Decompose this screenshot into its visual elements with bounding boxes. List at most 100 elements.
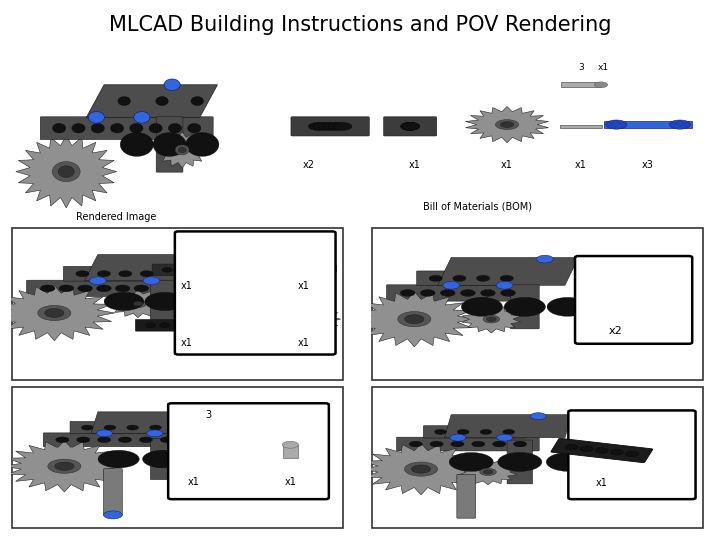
FancyBboxPatch shape	[510, 285, 539, 329]
FancyBboxPatch shape	[417, 271, 526, 286]
Polygon shape	[462, 305, 521, 333]
Circle shape	[150, 425, 161, 430]
Circle shape	[143, 450, 184, 468]
Circle shape	[450, 434, 466, 441]
Circle shape	[186, 292, 225, 310]
Circle shape	[97, 271, 110, 277]
Circle shape	[187, 450, 228, 468]
Circle shape	[48, 459, 81, 473]
FancyBboxPatch shape	[27, 280, 163, 296]
Circle shape	[481, 289, 495, 296]
Bar	[166, 447, 220, 449]
Circle shape	[477, 275, 490, 281]
Circle shape	[401, 123, 420, 130]
Circle shape	[319, 265, 334, 272]
Polygon shape	[4, 441, 125, 492]
Circle shape	[546, 453, 590, 471]
Text: x2: x2	[303, 160, 315, 170]
Circle shape	[118, 437, 132, 443]
Polygon shape	[84, 254, 218, 281]
Circle shape	[98, 450, 139, 468]
Polygon shape	[0, 285, 114, 341]
Polygon shape	[86, 85, 217, 117]
Circle shape	[453, 275, 466, 281]
Circle shape	[487, 317, 496, 321]
Polygon shape	[109, 290, 168, 318]
Circle shape	[104, 511, 122, 519]
Circle shape	[594, 82, 608, 87]
Circle shape	[500, 122, 513, 127]
Circle shape	[498, 453, 542, 471]
Polygon shape	[444, 415, 572, 437]
Circle shape	[115, 285, 130, 292]
Circle shape	[127, 425, 138, 430]
Circle shape	[503, 429, 515, 434]
Circle shape	[405, 462, 438, 476]
Circle shape	[611, 449, 624, 455]
Circle shape	[401, 123, 420, 130]
Circle shape	[500, 289, 516, 296]
Circle shape	[188, 267, 198, 272]
Circle shape	[435, 429, 446, 434]
Circle shape	[149, 124, 162, 133]
Circle shape	[189, 323, 199, 328]
Circle shape	[55, 437, 69, 443]
Circle shape	[134, 285, 149, 292]
Text: x3: x3	[642, 160, 654, 170]
Circle shape	[313, 123, 332, 130]
Circle shape	[670, 120, 690, 129]
Text: Bill of Materials (BOM): Bill of Materials (BOM)	[423, 201, 532, 212]
FancyBboxPatch shape	[70, 421, 173, 434]
Text: 3: 3	[578, 63, 584, 72]
Circle shape	[97, 437, 111, 443]
Circle shape	[443, 281, 459, 289]
Text: x1: x1	[501, 160, 513, 170]
Circle shape	[76, 271, 89, 277]
Circle shape	[294, 314, 314, 324]
FancyBboxPatch shape	[168, 403, 329, 499]
Circle shape	[59, 285, 73, 292]
Circle shape	[496, 281, 513, 289]
Circle shape	[186, 132, 219, 157]
Circle shape	[480, 429, 492, 434]
Circle shape	[430, 441, 444, 447]
FancyBboxPatch shape	[135, 320, 238, 331]
FancyBboxPatch shape	[40, 117, 213, 140]
Bar	[604, 121, 693, 129]
Circle shape	[37, 306, 71, 321]
Circle shape	[318, 123, 337, 130]
FancyBboxPatch shape	[397, 437, 539, 451]
Circle shape	[590, 289, 611, 300]
Polygon shape	[466, 106, 549, 143]
Circle shape	[513, 441, 527, 447]
Bar	[560, 83, 601, 87]
Circle shape	[168, 124, 181, 133]
Circle shape	[156, 97, 168, 106]
Circle shape	[472, 441, 485, 447]
Circle shape	[457, 429, 469, 434]
Circle shape	[145, 292, 185, 310]
Circle shape	[162, 267, 172, 272]
Circle shape	[160, 437, 174, 443]
Circle shape	[323, 123, 342, 130]
Circle shape	[480, 468, 496, 476]
Circle shape	[45, 308, 64, 318]
Circle shape	[174, 323, 184, 328]
Bar	[283, 445, 298, 458]
Circle shape	[188, 124, 201, 133]
FancyBboxPatch shape	[575, 256, 692, 344]
Circle shape	[530, 413, 546, 420]
Circle shape	[89, 277, 107, 285]
Circle shape	[119, 271, 132, 277]
Circle shape	[53, 124, 66, 133]
Circle shape	[120, 132, 153, 157]
Polygon shape	[158, 132, 207, 168]
Circle shape	[164, 79, 180, 91]
Circle shape	[175, 145, 189, 155]
Circle shape	[595, 448, 608, 453]
Circle shape	[130, 124, 143, 133]
Circle shape	[461, 289, 475, 296]
FancyBboxPatch shape	[551, 438, 653, 463]
Polygon shape	[91, 412, 212, 433]
Circle shape	[76, 437, 90, 443]
